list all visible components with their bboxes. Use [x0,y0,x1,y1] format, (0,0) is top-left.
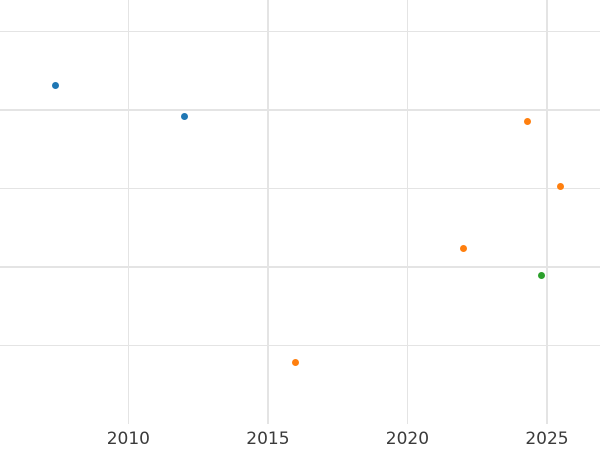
x-tick-label: 2025 [525,429,569,449]
x-tick-label: 2015 [246,429,290,449]
x-tick-label: 2020 [385,429,430,449]
data-point-blue [180,112,188,120]
data-point-orange [557,183,565,191]
data-point-orange [292,359,300,367]
data-point-orange [523,118,531,126]
x-tick-label: 2010 [106,429,150,449]
x-gridline [127,0,130,424]
x-gridline [406,0,409,424]
data-point-green [537,272,545,280]
x-gridline [267,0,269,424]
y-gridline [0,187,600,190]
x-gridline [546,0,548,424]
y-gridline [0,30,600,33]
data-point-blue [52,82,60,90]
y-gridline [0,344,600,347]
plot-area [0,0,600,424]
data-point-orange [459,244,467,252]
y-gridline [0,109,600,111]
y-gridline [0,266,600,268]
